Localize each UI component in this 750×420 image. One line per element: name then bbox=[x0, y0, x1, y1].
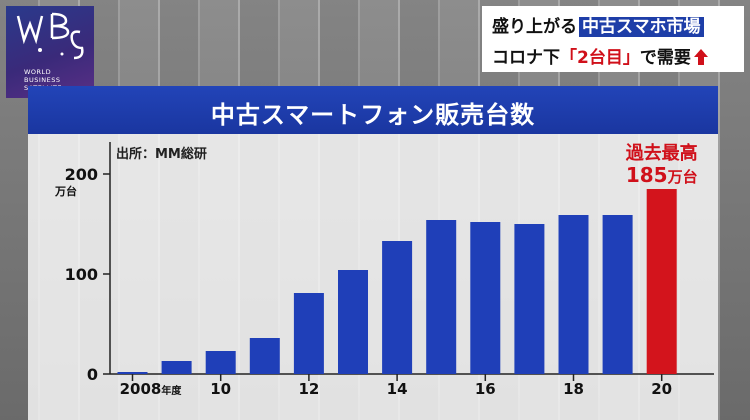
x-ticks: 2008年度 10 12 14 16 18 20 bbox=[120, 374, 672, 398]
bar bbox=[338, 270, 368, 374]
chart-title: 中古スマートフォン販売台数 bbox=[210, 101, 536, 129]
topic-line-2-suffix: で需要 bbox=[639, 48, 691, 68]
x-tick-label: 2008年度 bbox=[120, 380, 183, 398]
y-tick-label: 100 bbox=[65, 265, 98, 284]
bar bbox=[602, 215, 633, 374]
topic-line-2-highlight: 「2台目」 bbox=[560, 48, 640, 68]
topic-caption: 盛り上がる 中古スマホ市場 コロナ下「2台目」で需要 bbox=[482, 6, 744, 72]
x-tick-label: 18 bbox=[563, 380, 584, 398]
x-tick-label: 20 bbox=[651, 380, 672, 398]
annotation-value: 185万台 bbox=[626, 163, 698, 187]
bar bbox=[205, 351, 236, 374]
bar bbox=[558, 215, 589, 374]
topic-line-1: 盛り上がる 中古スマホ市場 bbox=[492, 12, 704, 37]
chart-title-banner: 中古スマートフォン販売台数 bbox=[28, 86, 718, 134]
wbs-logo-icon bbox=[16, 12, 84, 60]
annotation-label: 過去最高 bbox=[626, 142, 698, 164]
bar bbox=[161, 361, 192, 374]
bar bbox=[249, 338, 280, 374]
bar-chart: 出所：MM総研 万台 0 100 200 2008年度 10 12 14 16 18 20 過去… bbox=[54, 142, 714, 398]
bar bbox=[426, 220, 457, 374]
x-tick-label: 10 bbox=[210, 380, 231, 398]
y-tick-label: 200 bbox=[65, 165, 98, 184]
chart-panel: 出所：MM総研 万台 0 100 200 2008年度 10 12 14 16 18 20 過去… bbox=[28, 134, 718, 420]
up-arrow-icon bbox=[693, 49, 708, 65]
chart-source: 出所：MM総研 bbox=[116, 146, 207, 162]
bar-highlight bbox=[646, 189, 677, 374]
bar bbox=[382, 241, 413, 374]
bar bbox=[514, 224, 545, 374]
x-tick-label: 12 bbox=[298, 380, 319, 398]
program-logo: WORLD BUSINESS SATELLITE bbox=[6, 6, 94, 98]
y-axis-unit: 万台 bbox=[54, 184, 77, 198]
y-tick-label: 0 bbox=[87, 365, 98, 384]
topic-line-2: コロナ下「2台目」で需要 bbox=[492, 43, 708, 68]
y-ticks: 0 100 200 bbox=[65, 165, 110, 384]
bar bbox=[117, 372, 148, 374]
bar bbox=[470, 222, 501, 374]
x-tick-label: 14 bbox=[387, 380, 408, 398]
bars bbox=[117, 189, 677, 374]
topic-line-2-prefix: コロナ下 bbox=[492, 48, 560, 68]
bar bbox=[293, 293, 324, 374]
x-tick-label: 16 bbox=[475, 380, 496, 398]
topic-line-1-highlight: 中古スマホ市場 bbox=[579, 17, 704, 37]
topic-line-1-prefix: 盛り上がる bbox=[492, 17, 577, 37]
